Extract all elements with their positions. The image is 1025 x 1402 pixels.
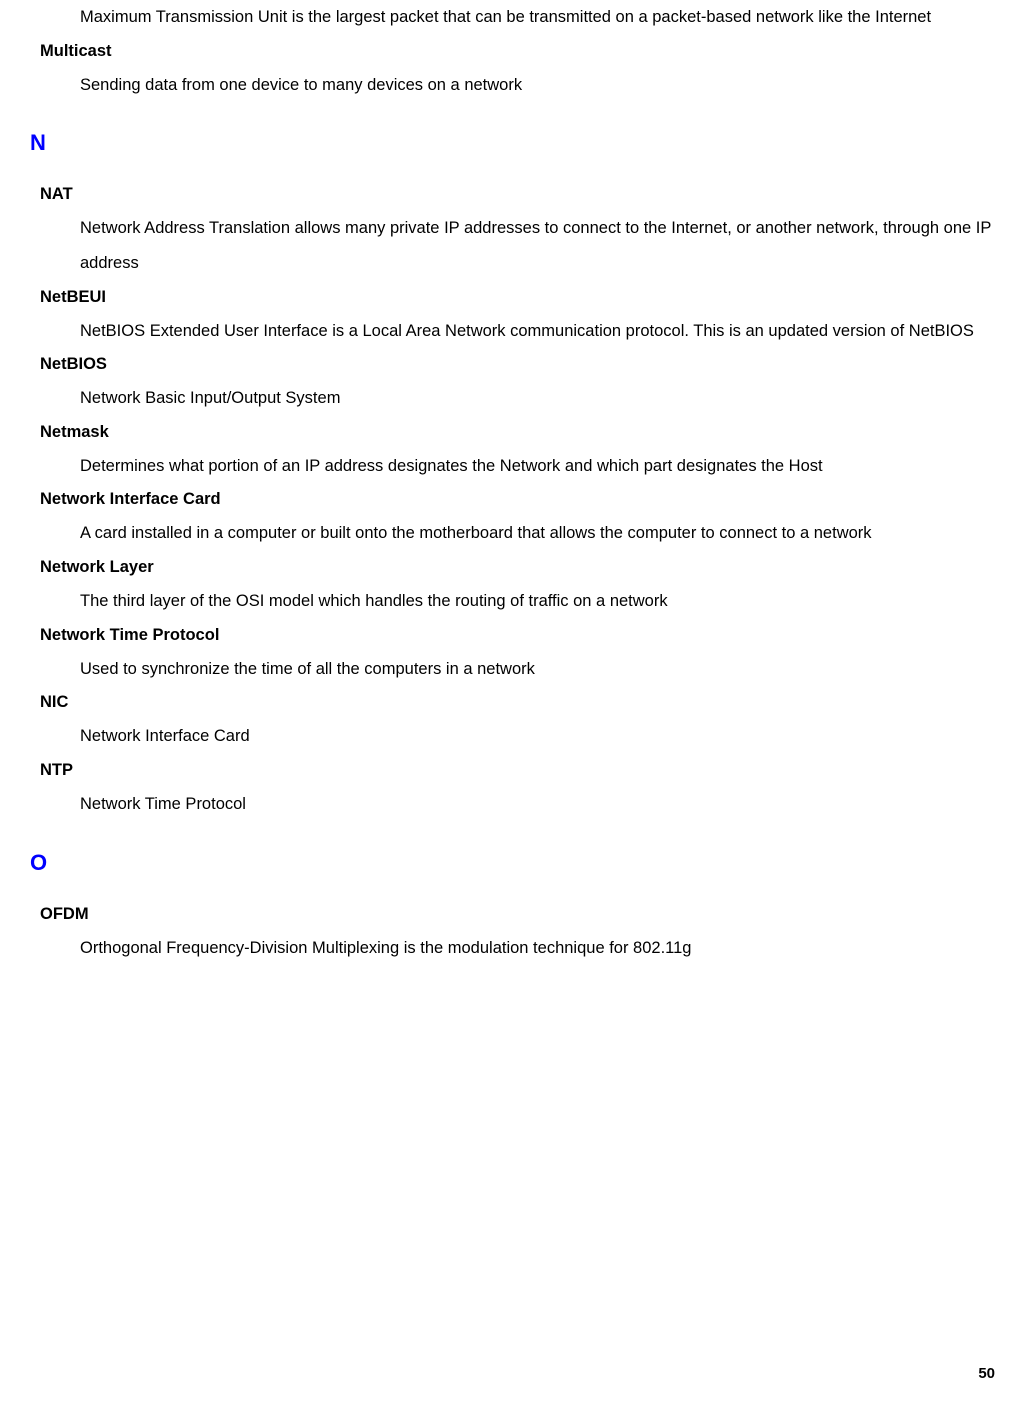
term-label: Multicast xyxy=(40,35,995,68)
term-label: Network Time Protocol xyxy=(40,619,995,652)
glossary-entry: NIC Network Interface Card xyxy=(40,686,995,754)
term-label: Network Interface Card xyxy=(40,483,995,516)
term-label: NAT xyxy=(40,178,995,211)
definition-text: Determines what portion of an IP address… xyxy=(40,449,995,484)
definition-text: The third layer of the OSI model which h… xyxy=(40,584,995,619)
glossary-entry: OFDM Orthogonal Frequency-Division Multi… xyxy=(40,898,995,966)
page-number: 50 xyxy=(978,1365,995,1382)
definition-text: Network Time Protocol xyxy=(40,787,995,822)
glossary-entry: Multicast Sending data from one device t… xyxy=(40,35,995,103)
term-label: NTP xyxy=(40,754,995,787)
glossary-entry: NAT Network Address Translation allows m… xyxy=(40,178,995,280)
definition-text: Maximum Transmission Unit is the largest… xyxy=(40,0,995,35)
glossary-entry: NetBEUI NetBIOS Extended User Interface … xyxy=(40,281,995,349)
glossary-content: Maximum Transmission Unit is the largest… xyxy=(30,0,995,965)
definition-text: A card installed in a computer or built … xyxy=(40,516,995,551)
definition-text: Network Address Translation allows many … xyxy=(40,211,995,280)
glossary-entry: Network Time Protocol Used to synchroniz… xyxy=(40,619,995,687)
term-label: NetBEUI xyxy=(40,281,995,314)
glossary-entry: NetBIOS Network Basic Input/Output Syste… xyxy=(40,348,995,416)
glossary-entry: Netmask Determines what portion of an IP… xyxy=(40,416,995,484)
glossary-entry: Network Interface Card A card installed … xyxy=(40,483,995,551)
glossary-entry: Network Layer The third layer of the OSI… xyxy=(40,551,995,619)
definition-text: Network Interface Card xyxy=(40,719,995,754)
section-letter-n: N xyxy=(30,130,995,156)
definition-text: NetBIOS Extended User Interface is a Loc… xyxy=(40,314,995,349)
definition-text: Orthogonal Frequency-Division Multiplexi… xyxy=(40,931,995,966)
glossary-entry: Maximum Transmission Unit is the largest… xyxy=(40,0,995,35)
definition-text: Network Basic Input/Output System xyxy=(40,381,995,416)
definition-text: Used to synchronize the time of all the … xyxy=(40,652,995,687)
term-label: OFDM xyxy=(40,898,995,931)
definition-text: Sending data from one device to many dev… xyxy=(40,68,995,103)
term-label: Network Layer xyxy=(40,551,995,584)
glossary-entry: NTP Network Time Protocol xyxy=(40,754,995,822)
section-letter-o: O xyxy=(30,850,995,876)
term-label: Netmask xyxy=(40,416,995,449)
term-label: NIC xyxy=(40,686,995,719)
term-label: NetBIOS xyxy=(40,348,995,381)
